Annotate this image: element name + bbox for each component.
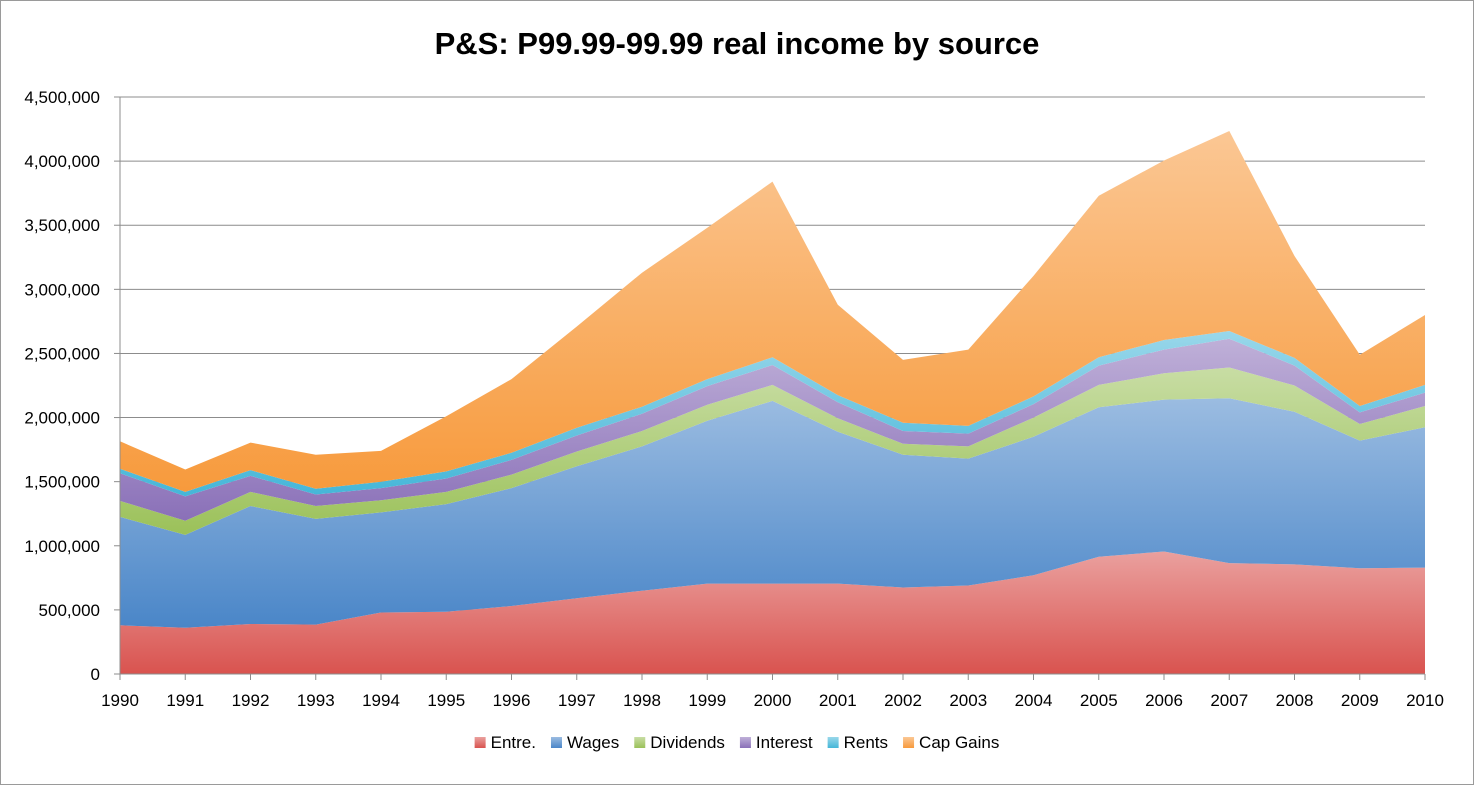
x-tick-label: 2001 — [819, 691, 857, 710]
x-tick-label: 1995 — [427, 691, 465, 710]
area-rents — [120, 331, 1425, 497]
legend-swatch-cap-gains — [903, 737, 915, 748]
area-interest — [120, 338, 1425, 521]
y-tick-label: 1,500,000 — [24, 473, 100, 492]
x-tick-label: 1991 — [166, 691, 204, 710]
legend-label-rents: Rents — [844, 733, 888, 752]
legend-swatch-interest — [739, 737, 751, 748]
x-tick-label: 2007 — [1210, 691, 1248, 710]
legend-label-cap-gains: Cap Gains — [919, 733, 999, 752]
x-tick-label: 2005 — [1080, 691, 1118, 710]
x-tick-label: 1997 — [558, 691, 596, 710]
y-tick-label: 2,500,000 — [24, 344, 100, 363]
area-wages — [120, 398, 1425, 628]
area-cap-gains — [120, 131, 1425, 492]
y-tick-label: 3,000,000 — [24, 280, 100, 299]
legend: Entre. Wages Dividends Interest Rents Cap Gai… — [474, 733, 999, 752]
x-tick-label: 2002 — [884, 691, 922, 710]
legend-label-wages: Wages — [567, 733, 619, 752]
x-tick-label: 2004 — [1015, 691, 1053, 710]
y-tick-label: 4,500,000 — [24, 88, 100, 107]
x-tick-label: 1992 — [232, 691, 270, 710]
legend-swatch-dividends — [634, 737, 646, 748]
legend-swatch-rents — [827, 737, 839, 748]
x-tick-label: 2000 — [754, 691, 792, 710]
y-tick-label: 1,000,000 — [24, 537, 100, 556]
legend-label-dividends: Dividends — [650, 733, 725, 752]
x-tick-label: 1990 — [101, 691, 139, 710]
y-tick-label: 2,000,000 — [24, 409, 100, 428]
x-tick-label: 2010 — [1406, 691, 1444, 710]
x-tick-label: 2009 — [1341, 691, 1379, 710]
y-tick-label: 0 — [91, 665, 100, 684]
x-tick-label: 2003 — [949, 691, 987, 710]
x-tick-label: 2006 — [1145, 691, 1183, 710]
x-tick-label: 1994 — [362, 691, 400, 710]
area-entre — [120, 551, 1425, 674]
x-tick-label: 1996 — [493, 691, 531, 710]
y-tick-label: 500,000 — [39, 601, 100, 620]
y-tick-label: 4,000,000 — [24, 152, 100, 171]
chart-title: P&S: P99.99-99.99 real income by source — [434, 26, 1040, 61]
legend-label-interest: Interest — [756, 733, 813, 752]
legend-swatch-entre — [474, 737, 486, 748]
legend-swatch-wages — [550, 737, 562, 748]
x-tick-label: 2008 — [1276, 691, 1314, 710]
legend-label-entre: Entre. — [491, 733, 536, 752]
area-dividends — [120, 367, 1425, 535]
x-tick-label: 1998 — [623, 691, 661, 710]
x-tick-label: 1993 — [297, 691, 335, 710]
x-tick-label: 1999 — [688, 691, 726, 710]
y-tick-label: 3,500,000 — [24, 216, 100, 235]
